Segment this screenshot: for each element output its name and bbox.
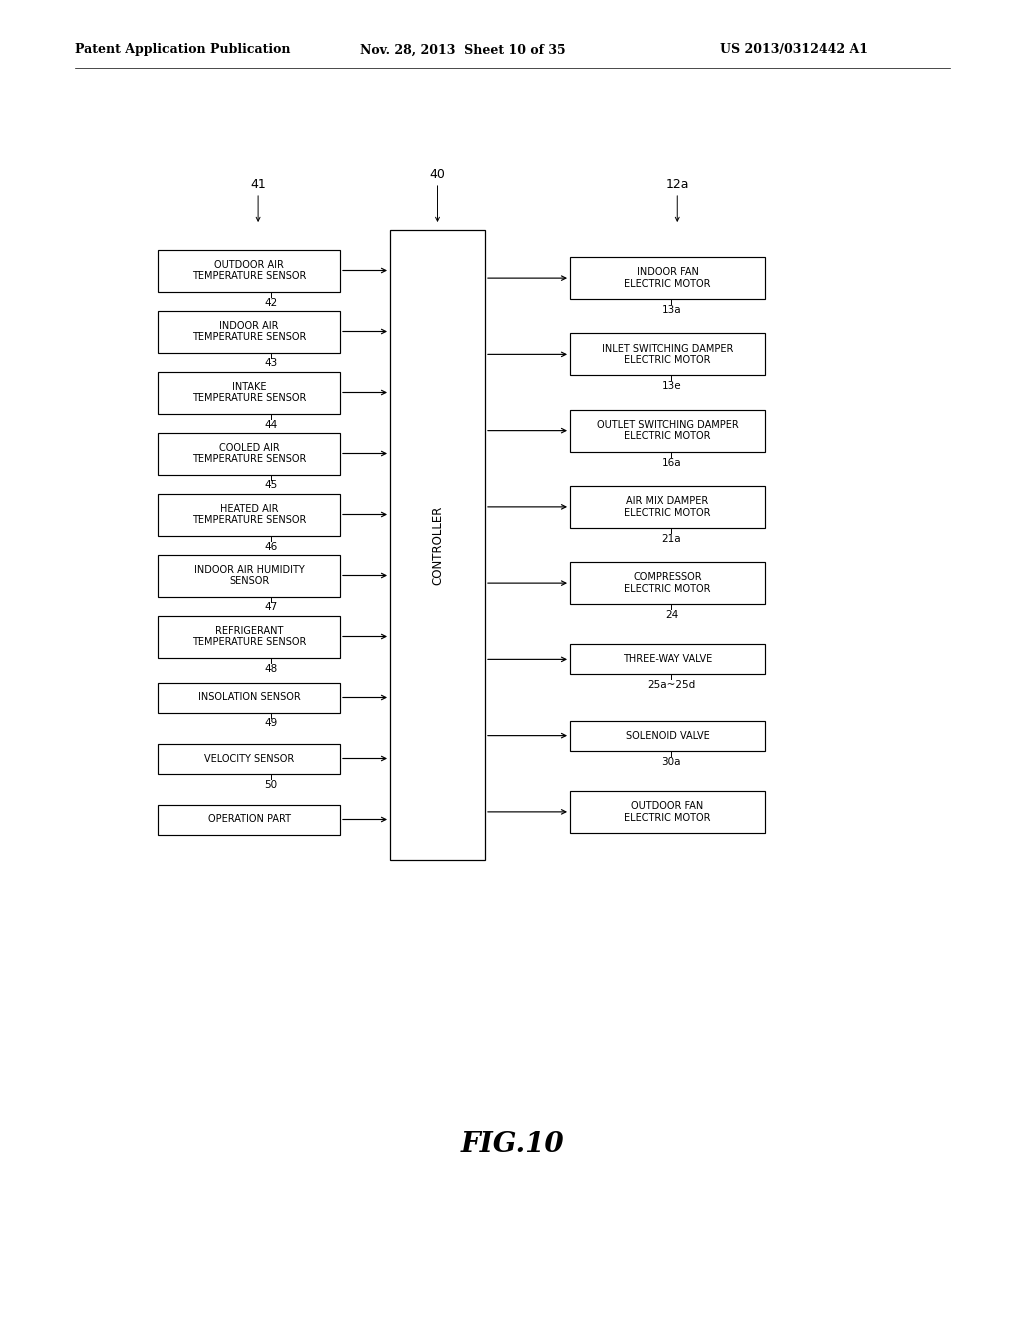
Text: 24: 24 (665, 610, 678, 620)
Text: VELOCITY SENSOR: VELOCITY SENSOR (204, 754, 294, 763)
Bar (570, 721, 765, 751)
Text: 44: 44 (264, 420, 278, 429)
Bar (570, 334, 765, 375)
Text: Patent Application Publication: Patent Application Publication (75, 44, 291, 57)
Text: 13e: 13e (662, 381, 681, 391)
Text: INSOLATION SENSOR: INSOLATION SENSOR (198, 693, 300, 702)
Text: OUTDOOR FAN
ELECTRIC MOTOR: OUTDOOR FAN ELECTRIC MOTOR (625, 801, 711, 822)
Bar (570, 486, 765, 528)
Text: FIG.10: FIG.10 (460, 1131, 564, 1159)
Text: 48: 48 (264, 664, 278, 673)
Text: 41: 41 (250, 178, 266, 191)
Bar (158, 804, 340, 834)
Bar (158, 682, 340, 713)
Text: INLET SWITCHING DAMPER
ELECTRIC MOTOR: INLET SWITCHING DAMPER ELECTRIC MOTOR (602, 343, 733, 366)
Text: 13a: 13a (662, 305, 681, 315)
Text: 46: 46 (264, 541, 278, 552)
Text: INDOOR AIR
TEMPERATURE SENSOR: INDOOR AIR TEMPERATURE SENSOR (191, 321, 306, 342)
Text: Nov. 28, 2013  Sheet 10 of 35: Nov. 28, 2013 Sheet 10 of 35 (360, 44, 565, 57)
Bar (158, 371, 340, 413)
Text: CONTROLLER: CONTROLLER (431, 506, 444, 585)
Text: 49: 49 (264, 718, 278, 729)
Bar (570, 409, 765, 451)
Bar (158, 494, 340, 536)
Text: 40: 40 (429, 169, 445, 181)
Text: 45: 45 (264, 480, 278, 491)
Text: OUTLET SWITCHING DAMPER
ELECTRIC MOTOR: OUTLET SWITCHING DAMPER ELECTRIC MOTOR (597, 420, 738, 441)
Text: OPERATION PART: OPERATION PART (208, 814, 291, 825)
Text: OUTDOOR AIR
TEMPERATURE SENSOR: OUTDOOR AIR TEMPERATURE SENSOR (191, 260, 306, 281)
Text: 25a~25d: 25a~25d (647, 680, 695, 690)
Bar (390, 230, 485, 861)
Text: SOLENOID VALVE: SOLENOID VALVE (626, 731, 710, 741)
Bar (158, 249, 340, 292)
Bar (158, 615, 340, 657)
Text: THREE-WAY VALVE: THREE-WAY VALVE (623, 655, 712, 664)
Text: HEATED AIR
TEMPERATURE SENSOR: HEATED AIR TEMPERATURE SENSOR (191, 504, 306, 525)
Text: COOLED AIR
TEMPERATURE SENSOR: COOLED AIR TEMPERATURE SENSOR (191, 442, 306, 465)
Bar (570, 257, 765, 300)
Bar (570, 791, 765, 833)
Bar (158, 433, 340, 474)
Bar (570, 562, 765, 605)
Text: 42: 42 (264, 297, 278, 308)
Text: REFRIGERANT
TEMPERATURE SENSOR: REFRIGERANT TEMPERATURE SENSOR (191, 626, 306, 647)
Text: COMPRESSOR
ELECTRIC MOTOR: COMPRESSOR ELECTRIC MOTOR (625, 573, 711, 594)
Bar (158, 310, 340, 352)
Text: US 2013/0312442 A1: US 2013/0312442 A1 (720, 44, 868, 57)
Text: 21a: 21a (662, 533, 681, 544)
Text: INDOOR FAN
ELECTRIC MOTOR: INDOOR FAN ELECTRIC MOTOR (625, 268, 711, 289)
Text: AIR MIX DAMPER
ELECTRIC MOTOR: AIR MIX DAMPER ELECTRIC MOTOR (625, 496, 711, 517)
Text: INDOOR AIR HUMIDITY
SENSOR: INDOOR AIR HUMIDITY SENSOR (194, 565, 304, 586)
Text: 12a: 12a (666, 178, 689, 191)
Bar (570, 644, 765, 675)
Text: 16a: 16a (662, 458, 681, 467)
Bar (158, 554, 340, 597)
Bar (158, 743, 340, 774)
Text: INTAKE
TEMPERATURE SENSOR: INTAKE TEMPERATURE SENSOR (191, 381, 306, 404)
Text: 30a: 30a (662, 756, 681, 767)
Text: 47: 47 (264, 602, 278, 612)
Text: 43: 43 (264, 359, 278, 368)
Text: 50: 50 (264, 780, 278, 789)
